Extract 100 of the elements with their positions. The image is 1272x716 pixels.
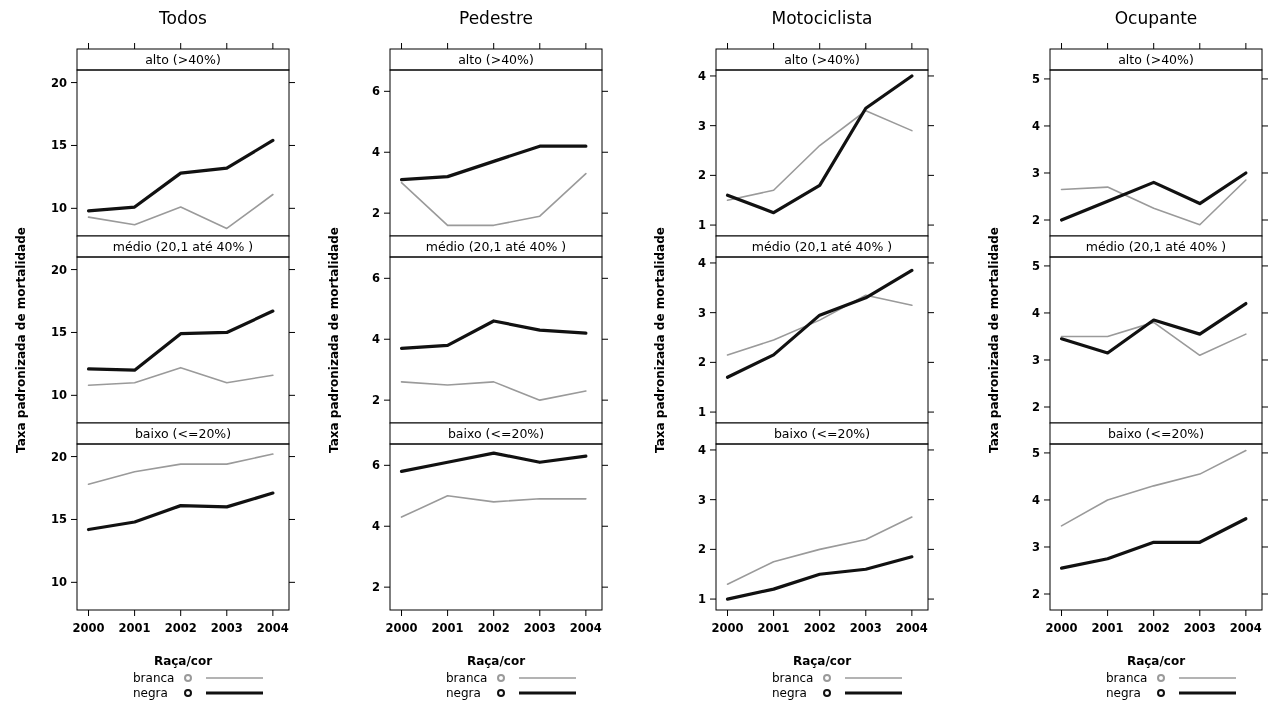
y-tick-label: 4 bbox=[697, 442, 706, 457]
line-series bbox=[400, 172, 587, 227]
y-tick-label: 1 bbox=[697, 405, 706, 420]
chart-subtitle: alto (>40%) bbox=[784, 52, 860, 67]
y-tick-label: 2 bbox=[1031, 213, 1040, 228]
y-tick-label: 3 bbox=[1031, 352, 1040, 367]
line-series bbox=[86, 138, 275, 213]
y-tick-label: 2 bbox=[1031, 400, 1040, 415]
y-tick-label: 10 bbox=[50, 388, 67, 403]
legend-label: negra bbox=[772, 686, 807, 700]
x-tick-label: 2004 bbox=[1229, 621, 1262, 635]
x-tick-label: 2001 bbox=[431, 621, 464, 635]
line-series bbox=[86, 491, 275, 532]
x-tick-label: 2000 bbox=[1045, 621, 1078, 635]
y-tick-label: 20 bbox=[50, 75, 67, 90]
chart-subtitle: alto (>40%) bbox=[1118, 52, 1194, 67]
chart-title: Ocupante bbox=[1114, 8, 1198, 28]
y-tick-label: 3 bbox=[1031, 539, 1040, 554]
line-series bbox=[87, 193, 274, 230]
line-series bbox=[87, 366, 274, 387]
legend-label: branca bbox=[446, 671, 488, 685]
chart-subtitle: alto (>40%) bbox=[145, 52, 221, 67]
line-series bbox=[1059, 517, 1248, 570]
y-tick-label: 3 bbox=[697, 118, 706, 133]
x-tick-label: 2002 bbox=[803, 621, 836, 635]
chart-subtitle: médio (20,1 até 40% ) bbox=[112, 239, 254, 254]
chart-subtitle: médio (20,1 até 40% ) bbox=[1085, 239, 1227, 254]
legend-label: branca bbox=[133, 671, 175, 685]
x-tick-label: 2000 bbox=[72, 621, 105, 635]
x-tick-label: 2001 bbox=[1091, 621, 1124, 635]
legend-title: Raça/cor bbox=[1126, 654, 1186, 668]
line-series bbox=[725, 74, 914, 215]
line-series bbox=[1059, 171, 1248, 222]
legend-title: Raça/cor bbox=[466, 654, 526, 668]
y-axis-title: Taxa padronizada de mortalidade bbox=[987, 227, 1001, 453]
y-tick-label: 15 bbox=[50, 138, 67, 153]
line-series bbox=[1059, 301, 1248, 355]
y-tick-label: 6 bbox=[371, 458, 380, 473]
line-series bbox=[399, 144, 588, 182]
y-tick-label: 2 bbox=[371, 206, 380, 221]
legend-label: branca bbox=[1106, 671, 1148, 685]
chart-subtitle: médio (20,1 até 40% ) bbox=[425, 239, 567, 254]
y-tick-label: 20 bbox=[50, 449, 67, 464]
y-tick-label: 4 bbox=[1031, 118, 1040, 133]
y-tick-label: 3 bbox=[697, 492, 706, 507]
line-series bbox=[725, 555, 914, 601]
y-tick-label: 2 bbox=[371, 393, 380, 408]
chart-title: Motociclista bbox=[771, 8, 873, 28]
chart-subtitle: baixo (<=20%) bbox=[134, 426, 232, 441]
y-tick-label: 3 bbox=[697, 305, 706, 320]
y-tick-label: 5 bbox=[1031, 258, 1040, 273]
line-series bbox=[399, 319, 588, 350]
y-tick-label: 1 bbox=[697, 218, 706, 233]
y-axis-title: Taxa padronizada de mortalidade bbox=[14, 227, 28, 453]
x-tick-label: 2003 bbox=[523, 621, 556, 635]
y-tick-label: 5 bbox=[1031, 71, 1040, 86]
y-tick-label: 2 bbox=[697, 168, 706, 183]
y-tick-label: 4 bbox=[697, 68, 706, 83]
chart-subtitle: baixo (<=20%) bbox=[773, 426, 871, 441]
y-tick-label: 4 bbox=[371, 332, 380, 347]
line-series bbox=[726, 294, 913, 356]
x-tick-label: 2002 bbox=[477, 621, 510, 635]
y-tick-label: 4 bbox=[1031, 492, 1040, 507]
chart-subtitle: baixo (<=20%) bbox=[447, 426, 545, 441]
y-tick-label: 15 bbox=[50, 325, 67, 340]
x-tick-label: 2000 bbox=[711, 621, 744, 635]
line-series bbox=[86, 309, 275, 372]
chart-title: Todos bbox=[158, 8, 208, 28]
legend-label: negra bbox=[133, 686, 168, 700]
y-tick-label: 4 bbox=[371, 145, 380, 160]
y-tick-label: 2 bbox=[1031, 587, 1040, 602]
y-tick-label: 4 bbox=[1031, 305, 1040, 320]
line-series bbox=[1060, 321, 1247, 357]
line-series bbox=[1060, 449, 1247, 527]
y-tick-label: 15 bbox=[50, 512, 67, 527]
y-tick-label: 20 bbox=[50, 262, 67, 277]
x-tick-label: 2002 bbox=[164, 621, 197, 635]
y-tick-label: 2 bbox=[697, 355, 706, 370]
line-series bbox=[87, 453, 274, 486]
x-tick-label: 2002 bbox=[1137, 621, 1170, 635]
line-series bbox=[399, 451, 588, 474]
y-tick-label: 6 bbox=[371, 271, 380, 286]
legend-label: negra bbox=[1106, 686, 1141, 700]
y-tick-label: 10 bbox=[50, 201, 67, 216]
x-tick-label: 2001 bbox=[757, 621, 790, 635]
y-tick-label: 2 bbox=[371, 580, 380, 595]
legend-title: Raça/cor bbox=[792, 654, 852, 668]
y-axis-title: Taxa padronizada de mortalidade bbox=[327, 227, 341, 453]
line-series bbox=[726, 109, 913, 202]
legend-title: Raça/cor bbox=[153, 654, 213, 668]
chart-title: Pedestre bbox=[459, 8, 533, 28]
line-series bbox=[725, 268, 914, 379]
x-tick-label: 2000 bbox=[385, 621, 418, 635]
y-tick-label: 3 bbox=[1031, 165, 1040, 180]
y-tick-label: 10 bbox=[50, 575, 67, 590]
line-series bbox=[1060, 179, 1247, 226]
legend-label: branca bbox=[772, 671, 814, 685]
x-tick-label: 2003 bbox=[210, 621, 243, 635]
y-axis-title: Taxa padronizada de mortalidade bbox=[653, 227, 667, 453]
x-tick-label: 2003 bbox=[1183, 621, 1216, 635]
